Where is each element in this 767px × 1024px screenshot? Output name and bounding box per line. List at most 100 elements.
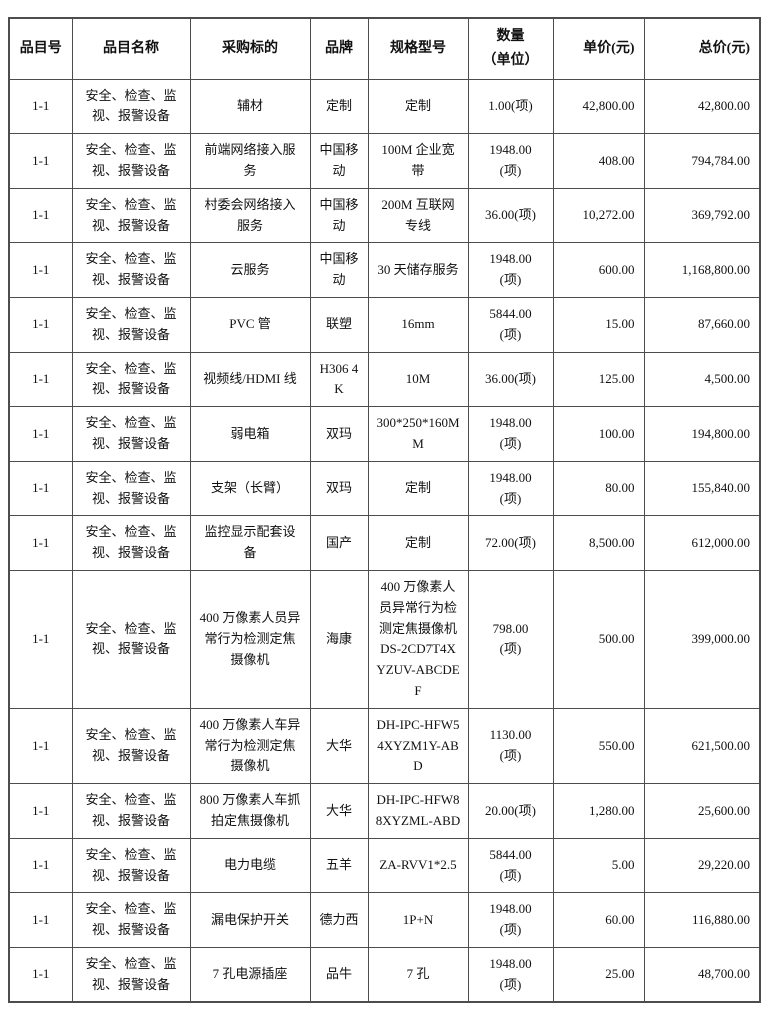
cell-unit_price: 8,500.00 — [552, 515, 645, 571]
table-header-row: 品目号 品目名称 采购标的 品牌 规格型号 数量 （单位） 单价(元) 总价(元) — [8, 17, 761, 80]
cell-unit_price: 42,800.00 — [552, 78, 645, 135]
cell-brand: H306 4K — [309, 351, 369, 408]
cell-brand: 德力西 — [309, 892, 369, 948]
cell-target: 监控显示配套设备 — [189, 515, 311, 571]
table-row: 1-1 安全、检查、监视、报警设备 辅材 定制 定制 1.00(项) 42,800.00 42… — [8, 78, 761, 135]
cell-target: 弱电箱 — [189, 406, 311, 462]
cell-item_no: 1-1 — [8, 707, 73, 785]
cell-qty: 1.00(项) — [467, 78, 554, 135]
cell-qty: 1948.00 (项) — [467, 242, 554, 298]
cell-item_name: 安全、检查、监视、报警设备 — [71, 837, 191, 894]
cell-unit_price: 60.00 — [552, 892, 645, 948]
cell-total_price: 42,800.00 — [643, 78, 761, 135]
cell-total_price: 48,700.00 — [643, 946, 761, 1003]
cell-spec: ZA-RVV1*2.5 — [367, 837, 469, 894]
cell-total_price: 1,168,800.00 — [643, 242, 761, 298]
column-header-target: 采购标的 — [189, 17, 311, 80]
cell-brand: 五羊 — [309, 837, 369, 894]
cell-item_name: 安全、检查、监视、报警设备 — [71, 515, 191, 571]
cell-brand: 国产 — [309, 515, 369, 571]
cell-item_no: 1-1 — [8, 187, 73, 244]
column-header-spec: 规格型号 — [367, 17, 469, 80]
cell-unit_price: 408.00 — [552, 133, 645, 189]
cell-total_price: 399,000.00 — [643, 569, 761, 709]
cell-item_no: 1-1 — [8, 351, 73, 408]
cell-total_price: 621,500.00 — [643, 707, 761, 785]
cell-unit_price: 80.00 — [552, 460, 645, 517]
column-header-unit_price: 单价(元) — [552, 17, 645, 80]
cell-total_price: 155,840.00 — [643, 460, 761, 517]
cell-target: 7 孔电源插座 — [189, 946, 311, 1003]
cell-item_no: 1-1 — [8, 892, 73, 948]
cell-brand: 大华 — [309, 783, 369, 839]
table-body: 1-1 安全、检查、监视、报警设备 辅材 定制 定制 1.00(项) 42,800.00 42… — [8, 78, 761, 1003]
table-row: 1-1 安全、检查、监视、报警设备 监控显示配套设备 国产 定制 72.00(项) 8,50… — [8, 515, 761, 571]
cell-qty: 5844.00 (项) — [467, 837, 554, 894]
table-row: 1-1 安全、检查、监视、报警设备 弱电箱 双玛 300*250*160MM 1948.0… — [8, 406, 761, 462]
cell-item_no: 1-1 — [8, 569, 73, 709]
cell-item_no: 1-1 — [8, 133, 73, 189]
cell-spec: 定制 — [367, 515, 469, 571]
cell-brand: 品牛 — [309, 946, 369, 1003]
column-header-qty: 数量 （单位） — [467, 17, 554, 80]
cell-item_no: 1-1 — [8, 783, 73, 839]
cell-total_price: 116,880.00 — [643, 892, 761, 948]
cell-unit_price: 10,272.00 — [552, 187, 645, 244]
procurement-price-table: 品目号 品目名称 采购标的 品牌 规格型号 数量 （单位） 单价(元) 总价(元) 1-1 安全… — [8, 17, 761, 1004]
cell-target: PVC 管 — [189, 296, 311, 353]
cell-brand: 中国移动 — [309, 187, 369, 244]
table-row: 1-1 安全、检查、监视、报警设备 村委会网络接入服务 中国移动 200M 互联网专线 3… — [8, 187, 761, 244]
cell-item_name: 安全、检查、监视、报警设备 — [71, 406, 191, 462]
cell-brand: 大华 — [309, 707, 369, 785]
cell-brand: 联塑 — [309, 296, 369, 353]
cell-brand: 中国移动 — [309, 133, 369, 189]
cell-qty: 5844.00 (项) — [467, 296, 554, 353]
table-row: 1-1 安全、检查、监视、报警设备 400 万像素人车异常行为检测定焦摄像机 大华 DH… — [8, 707, 761, 785]
table-row: 1-1 安全、检查、监视、报警设备 前端网络接入服务 中国移动 100M 企业宽带 194… — [8, 133, 761, 189]
cell-qty: 20.00(项) — [467, 783, 554, 839]
cell-item_name: 安全、检查、监视、报警设备 — [71, 783, 191, 839]
cell-unit_price: 5.00 — [552, 837, 645, 894]
cell-qty: 798.00 (项) — [467, 569, 554, 709]
cell-qty: 36.00(项) — [467, 187, 554, 244]
cell-spec: 100M 企业宽带 — [367, 133, 469, 189]
cell-item_name: 安全、检查、监视、报警设备 — [71, 296, 191, 353]
cell-item_name: 安全、检查、监视、报警设备 — [71, 707, 191, 785]
cell-item_no: 1-1 — [8, 406, 73, 462]
cell-target: 辅材 — [189, 78, 311, 135]
cell-spec: 400 万像素人员异常行为检测定焦摄像机 DS-2CD7T4XYZUV-ABCD… — [367, 569, 469, 709]
table-row: 1-1 安全、检查、监视、报警设备 云服务 中国移动 30 天储存服务 1948.00 (… — [8, 242, 761, 298]
table-row: 1-1 安全、检查、监视、报警设备 800 万像素人车抓拍定焦摄像机 大华 DH-IPC… — [8, 783, 761, 839]
cell-target: 漏电保护开关 — [189, 892, 311, 948]
cell-item_name: 安全、检查、监视、报警设备 — [71, 569, 191, 709]
cell-spec: DH-IPC-HFW54XYZM1Y-ABD — [367, 707, 469, 785]
cell-total_price: 87,660.00 — [643, 296, 761, 353]
column-header-total_price: 总价(元) — [643, 17, 761, 80]
cell-item_name: 安全、检查、监视、报警设备 — [71, 351, 191, 408]
cell-target: 云服务 — [189, 242, 311, 298]
cell-item_name: 安全、检查、监视、报警设备 — [71, 242, 191, 298]
cell-qty: 1130.00 (项) — [467, 707, 554, 785]
cell-target: 400 万像素人车异常行为检测定焦摄像机 — [189, 707, 311, 785]
cell-item_name: 安全、检查、监视、报警设备 — [71, 946, 191, 1003]
cell-target: 前端网络接入服务 — [189, 133, 311, 189]
table-row: 1-1 安全、检查、监视、报警设备 支架（长臂） 双玛 定制 1948.00 (项) 80.… — [8, 460, 761, 517]
cell-item_no: 1-1 — [8, 460, 73, 517]
cell-unit_price: 1,280.00 — [552, 783, 645, 839]
cell-target: 800 万像素人车抓拍定焦摄像机 — [189, 783, 311, 839]
procurement-table-container: 品目号 品目名称 采购标的 品牌 规格型号 数量 （单位） 单价(元) 总价(元) 1-1 安全… — [8, 17, 761, 1004]
cell-brand: 定制 — [309, 78, 369, 135]
table-row: 1-1 安全、检查、监视、报警设备 PVC 管联塑 16mm 5844.00 (项) 15… — [8, 296, 761, 353]
cell-item_name: 安全、检查、监视、报警设备 — [71, 78, 191, 135]
table-row: 1-1 安全、检查、监视、报警设备 漏电保护开关 德力西 1P+N 1948.00 (项)… — [8, 892, 761, 948]
cell-item_name: 安全、检查、监视、报警设备 — [71, 892, 191, 948]
column-header-item_no: 品目号 — [8, 17, 73, 80]
cell-total_price: 612,000.00 — [643, 515, 761, 571]
cell-total_price: 369,792.00 — [643, 187, 761, 244]
cell-item_name: 安全、检查、监视、报警设备 — [71, 133, 191, 189]
cell-item_no: 1-1 — [8, 837, 73, 894]
cell-brand: 中国移动 — [309, 242, 369, 298]
cell-unit_price: 125.00 — [552, 351, 645, 408]
cell-target: 支架（长臂） — [189, 460, 311, 517]
